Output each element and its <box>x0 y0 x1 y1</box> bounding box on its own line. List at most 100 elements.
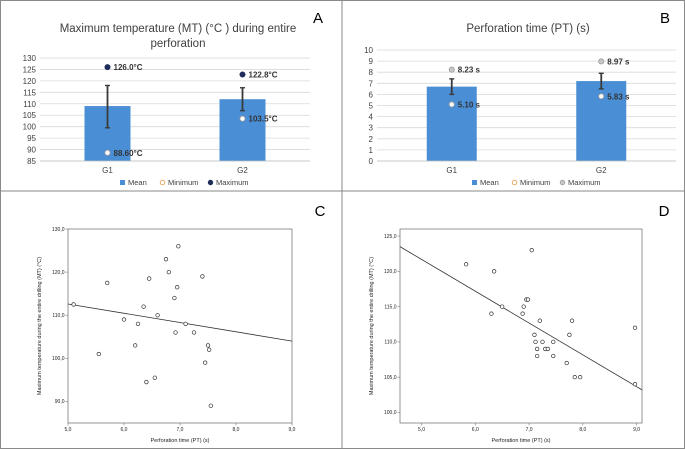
chart-d-data-point <box>529 248 534 253</box>
chart-c-data-point <box>141 304 146 309</box>
panel-d-scatter-plot: D 5,0 6,0 7,0 8,0 9,0 100,0 105,0 110,0 115,0 120… <box>369 203 670 444</box>
chart-a-legend-label-mean: Mean <box>128 178 147 187</box>
chart-d-data-point <box>463 262 469 267</box>
chart-a-ytick-label: 130 <box>23 54 37 63</box>
chart-a-minimum-marker <box>239 115 246 122</box>
chart-d-data-point <box>537 318 542 323</box>
chart-d-data-point <box>632 325 638 330</box>
chart-c-data-point <box>203 360 208 365</box>
chart-a-maximum-label: 122.8°C <box>249 70 278 79</box>
chart-b-ytick-label: 9 <box>369 57 374 66</box>
chart-d-data-point <box>491 269 497 274</box>
chart-c-regression-line <box>67 303 293 342</box>
chart-b-legend-swatch-minimum <box>511 179 518 186</box>
chart-d-xtick-label: 7,0 <box>526 427 533 433</box>
chart-b-ytick-label: 0 <box>369 157 374 166</box>
chart-a-minimum-label: 103.5°C <box>249 115 278 124</box>
panel-c-scatter-plot: C 5,0 6,0 7,0 8,0 9,0 90,0 100,0 110,0 120,0 130,… <box>37 203 326 444</box>
panel-label-b: B <box>660 10 670 27</box>
chart-b-maximum-label: 8.97 s <box>607 57 630 66</box>
panel-a-bar-chart: Maximum temperature (MT) (°C ) during en… <box>23 10 323 187</box>
chart-d-ytick-label: 120,0 <box>384 269 397 275</box>
chart-b-title: Perforation time (PT) (s) <box>466 23 589 35</box>
chart-d-data-point <box>545 346 551 352</box>
chart-d-data-point <box>578 374 583 380</box>
chart-c-ytick-label: 90,0 <box>55 399 65 405</box>
chart-c-data-point <box>166 269 171 275</box>
chart-b-category-label: G2 <box>596 166 607 175</box>
chart-b-mean-bar <box>426 86 477 161</box>
chart-d-regression-line <box>399 246 643 391</box>
chart-c-plot-frame <box>67 228 293 424</box>
chart-b-legend-label-mean: Mean <box>480 178 499 187</box>
chart-c-xtick-label: 6,0 <box>121 427 128 433</box>
chart-a-legend-label-maximum: Maximum <box>216 178 249 187</box>
chart-a-title-line-2: perforation <box>151 38 206 50</box>
chart-c-xtick-label: 7,0 <box>177 427 184 433</box>
chart-c-data-point <box>144 379 149 385</box>
chart-b-maximum-label: 8.23 s <box>458 66 481 75</box>
chart-a-maximum-marker <box>239 71 246 78</box>
chart-b-ytick-label: 1 <box>369 146 374 155</box>
chart-b-minimum-label: 5.83 s <box>607 92 630 101</box>
chart-b-maximum-marker <box>448 66 455 73</box>
chart-d-data-point <box>525 297 531 302</box>
chart-b-ytick-label: 4 <box>369 113 374 122</box>
chart-a-ytick-label: 105 <box>23 111 37 120</box>
chart-d-data-point <box>569 318 575 323</box>
chart-c-ytick-label: 120,0 <box>52 270 65 276</box>
chart-d-data-point <box>572 374 577 380</box>
panel-label-c: C <box>315 203 326 220</box>
chart-b-ytick-label: 7 <box>369 79 374 88</box>
chart-c-data-point <box>206 347 212 352</box>
chart-d-data-point <box>540 339 545 345</box>
chart-b-legend-swatch-maximum <box>559 179 566 186</box>
chart-c-data-point <box>121 317 127 322</box>
chart-d-plot-frame <box>399 228 643 424</box>
chart-c-data-point <box>105 280 110 286</box>
chart-b-ytick-label: 3 <box>369 124 374 133</box>
chart-d-ytick-label: 110,0 <box>384 340 396 346</box>
chart-a-ytick-label: 115 <box>23 88 36 97</box>
chart-d-data-point <box>564 360 569 366</box>
chart-a-ytick-label: 90 <box>27 146 36 155</box>
chart-d-data-point <box>500 304 505 309</box>
chart-d-data-point <box>534 346 540 352</box>
chart-a-legend-swatch-mean <box>120 180 125 185</box>
chart-d-ytick-label: 115,0 <box>384 304 396 310</box>
chart-c-data-point <box>175 285 180 290</box>
chart-a-legend-swatch-maximum <box>207 179 214 186</box>
chart-c-data-point <box>133 343 138 348</box>
chart-a-ytick-label: 85 <box>27 157 36 166</box>
chart-b-minimum-marker <box>598 93 605 100</box>
chart-d-data-point <box>533 339 538 345</box>
chart-d-data-point <box>551 353 556 359</box>
chart-d-xtick-label: 5,0 <box>418 427 425 433</box>
chart-a-maximum-label: 126.0°C <box>114 63 143 72</box>
chart-d-data-point <box>632 382 638 387</box>
chart-b-ytick-label: 6 <box>369 90 374 99</box>
chart-c-xtick-label: 9,0 <box>289 427 296 433</box>
chart-b-legend-label-minimum: Minimum <box>520 178 550 187</box>
chart-a-legend-swatch-minimum <box>159 179 166 186</box>
chart-b-category-label: G1 <box>446 166 457 175</box>
chart-c-data-point <box>200 274 205 279</box>
chart-c-xtick-label: 8,0 <box>233 427 240 433</box>
chart-b-ytick-label: 8 <box>369 68 374 77</box>
chart-d-data-point <box>520 311 525 316</box>
chart-d-data-point <box>489 311 494 316</box>
chart-a-minimum-label: 88.60°C <box>114 149 143 158</box>
chart-a-ytick-label: 110 <box>23 100 36 109</box>
chart-c-data-point <box>208 403 213 408</box>
chart-a-category-label: G1 <box>102 166 113 175</box>
chart-d-ytick-label: 100,0 <box>384 410 397 416</box>
chart-c-ytick-label: 110,0 <box>52 313 64 319</box>
chart-a-ytick-label: 100 <box>23 123 37 132</box>
chart-c-data-point <box>135 321 141 326</box>
chart-c-data-point <box>205 343 211 348</box>
chart-c-data-point <box>176 244 181 249</box>
panel-b-bar-chart: Perforation time (PT) (s) B 0 1 2 3 4 5 6 7 8 9 10… <box>364 10 676 187</box>
chart-b-ytick-label: 10 <box>364 46 373 55</box>
chart-b-ytick-label: 2 <box>369 135 374 144</box>
chart-d-xtick-label: 9,0 <box>633 427 640 433</box>
